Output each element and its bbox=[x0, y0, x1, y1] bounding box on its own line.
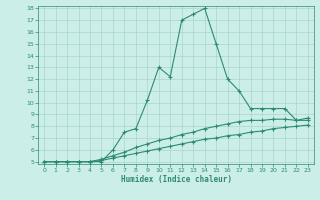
X-axis label: Humidex (Indice chaleur): Humidex (Indice chaleur) bbox=[121, 175, 231, 184]
